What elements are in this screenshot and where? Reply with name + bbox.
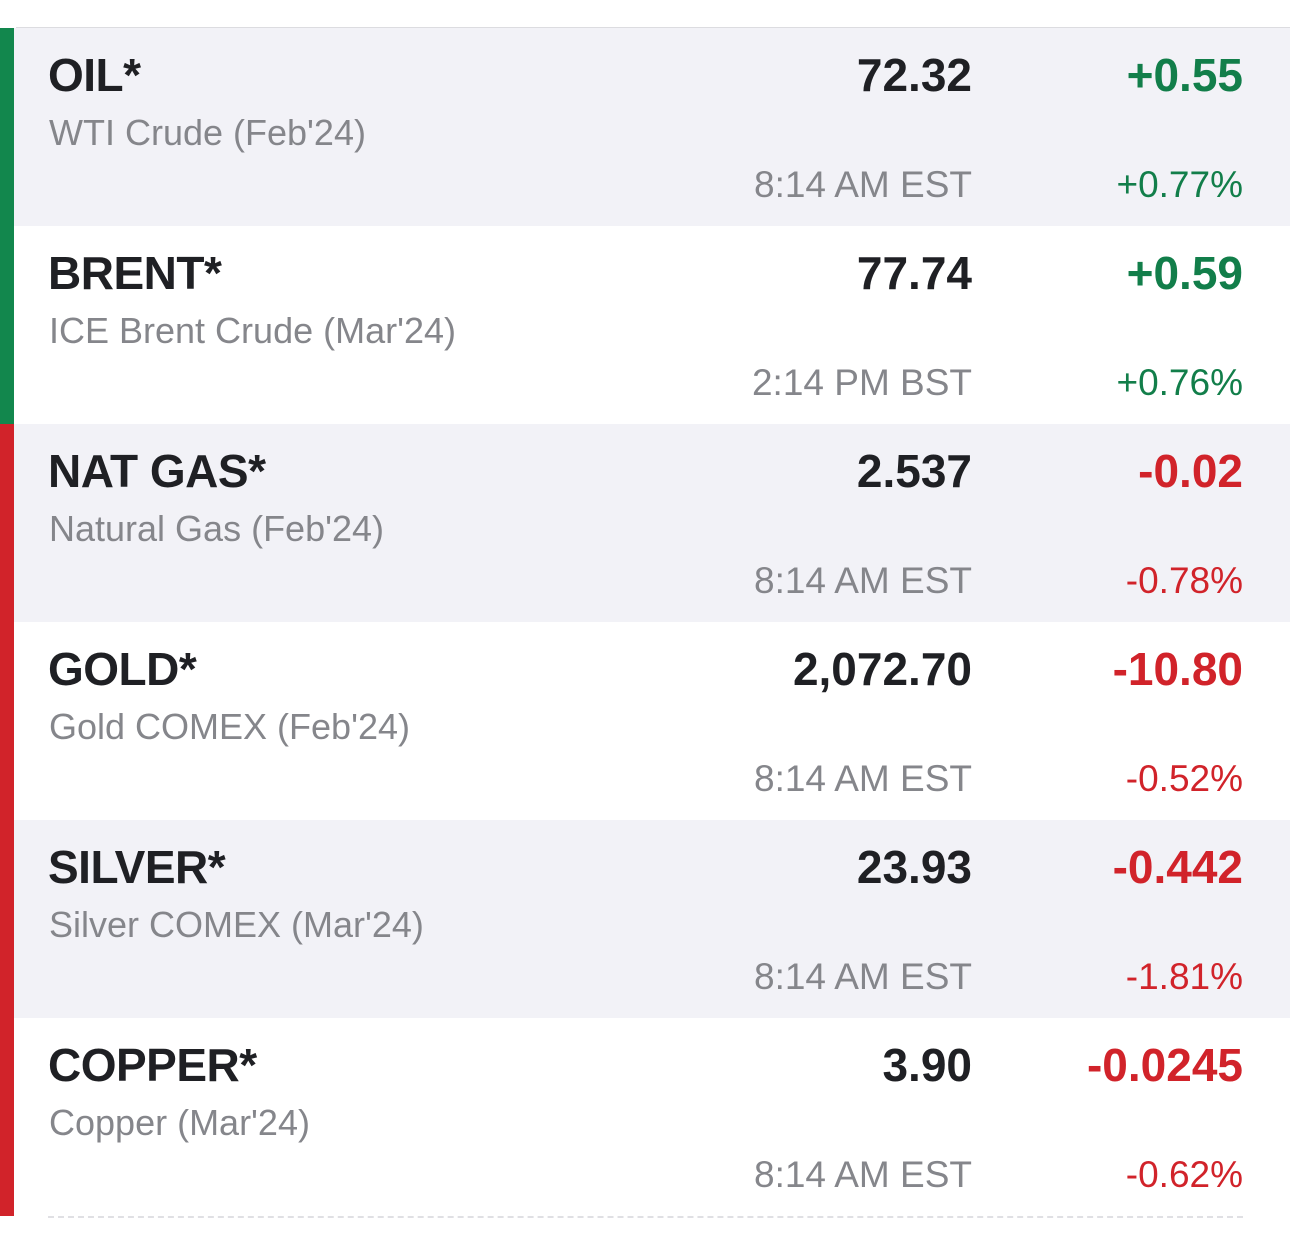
quote-change-percent: -1.81%: [1125, 956, 1243, 997]
direction-bar: [0, 28, 14, 226]
quote-list: OIL* WTI Crude (Feb'24) 72.32 8:14 AM ES…: [0, 28, 1290, 1216]
direction-bar: [0, 622, 14, 820]
quote-time: 2:14 PM BST: [751, 362, 972, 403]
quote-price: 3.90: [882, 1039, 972, 1091]
direction-bar: [0, 820, 14, 1018]
quote-change: -0.02: [1138, 445, 1243, 497]
quote-symbol: BRENT*: [48, 247, 222, 299]
quote-row-nat-gas[interactable]: NAT GAS* Natural Gas (Feb'24) 2.537 8:14…: [0, 424, 1290, 622]
quote-symbol: GOLD*: [48, 643, 197, 695]
quote-name: WTI Crude (Feb'24): [49, 112, 366, 153]
quote-change-percent: -0.52%: [1125, 758, 1243, 799]
quote-symbol: OIL*: [48, 49, 141, 101]
direction-bar: [0, 424, 14, 622]
quote-name: ICE Brent Crude (Mar'24): [49, 310, 457, 351]
quote-change-percent: -0.62%: [1125, 1154, 1243, 1195]
quote-change: +0.55: [1126, 49, 1243, 101]
quote-price: 23.93: [856, 841, 972, 893]
quote-symbol: SILVER*: [48, 841, 226, 893]
quote-change: -0.442: [1112, 841, 1243, 893]
quote-symbol: COPPER*: [48, 1039, 257, 1091]
quote-name: Natural Gas (Feb'24): [49, 508, 385, 549]
direction-bar: [0, 226, 14, 424]
top-divider: [16, 27, 1290, 28]
quote-change: -0.0245: [1086, 1039, 1243, 1091]
quote-change: -10.80: [1112, 643, 1243, 695]
quote-time: 8:14 AM EST: [754, 1154, 972, 1195]
quote-time: 8:14 AM EST: [754, 956, 972, 997]
quote-price: 2.537: [856, 445, 972, 497]
quote-time: 8:14 AM EST: [754, 164, 972, 205]
quote-row-brent[interactable]: BRENT* ICE Brent Crude (Mar'24) 77.74 2:…: [0, 226, 1290, 424]
quote-name: Silver COMEX (Mar'24): [49, 904, 424, 945]
quote-price: 2,072.70: [792, 643, 972, 695]
quote-change-percent: -0.78%: [1125, 560, 1243, 601]
quote-change-percent: +0.76%: [1116, 362, 1243, 403]
quote-time: 8:14 AM EST: [754, 758, 972, 799]
quote-symbol: NAT GAS*: [48, 445, 266, 497]
bottom-divider: [48, 1216, 1243, 1218]
quote-time: 8:14 AM EST: [754, 560, 972, 601]
quote-price: 77.74: [856, 247, 972, 299]
quote-name: Gold COMEX (Feb'24): [49, 706, 410, 747]
quote-row-copper[interactable]: COPPER* Copper (Mar'24) 3.90 8:14 AM EST…: [0, 1018, 1290, 1216]
quote-price: 72.32: [856, 49, 972, 101]
quote-change-percent: +0.77%: [1116, 164, 1243, 205]
quote-change: +0.59: [1126, 247, 1243, 299]
quote-name: Copper (Mar'24): [49, 1102, 310, 1143]
quote-row-silver[interactable]: SILVER* Silver COMEX (Mar'24) 23.93 8:14…: [0, 820, 1290, 1018]
direction-bar: [0, 1018, 14, 1216]
quote-row-oil[interactable]: OIL* WTI Crude (Feb'24) 72.32 8:14 AM ES…: [0, 28, 1290, 226]
quote-row-gold[interactable]: GOLD* Gold COMEX (Feb'24) 2,072.70 8:14 …: [0, 622, 1290, 820]
